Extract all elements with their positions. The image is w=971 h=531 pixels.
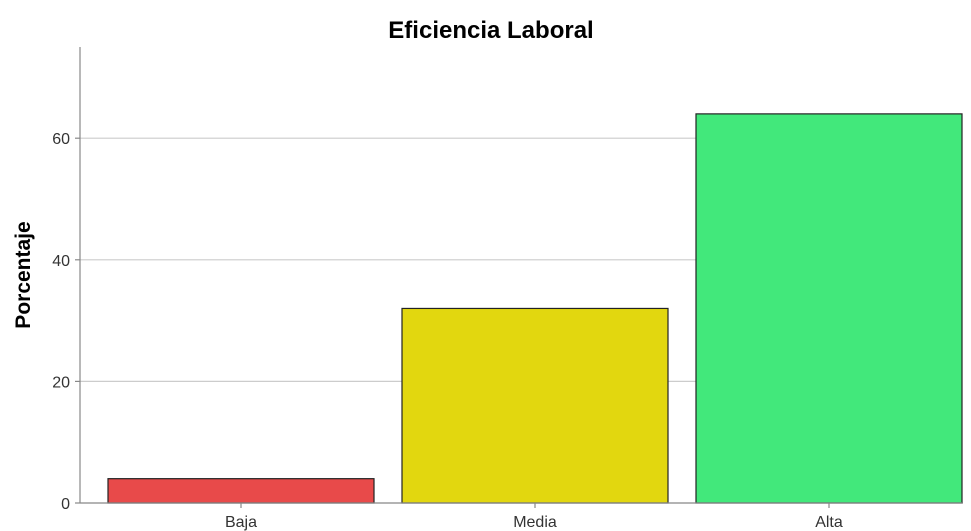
y-tick-labels: 0 20 40 60: [52, 131, 70, 513]
axes: [75, 47, 962, 508]
y-tick-label: 20: [52, 374, 70, 391]
x-tick-label: Media: [513, 514, 557, 531]
chart-title: Eficiencia Laboral: [388, 17, 593, 44]
x-tick-labels: Baja Media Alta: [225, 514, 843, 531]
y-tick-label: 60: [52, 131, 70, 148]
y-axis-label: Porcentaje: [12, 221, 35, 328]
bar-alta: [695, 113, 963, 504]
x-tick-label: Baja: [225, 514, 257, 531]
bar-media: [401, 307, 669, 504]
y-tick-label: 0: [61, 496, 70, 513]
y-tick-label: 40: [52, 253, 70, 270]
bar-baja: [107, 478, 375, 504]
x-tick-label: Alta: [815, 514, 843, 531]
bars: [107, 113, 963, 504]
